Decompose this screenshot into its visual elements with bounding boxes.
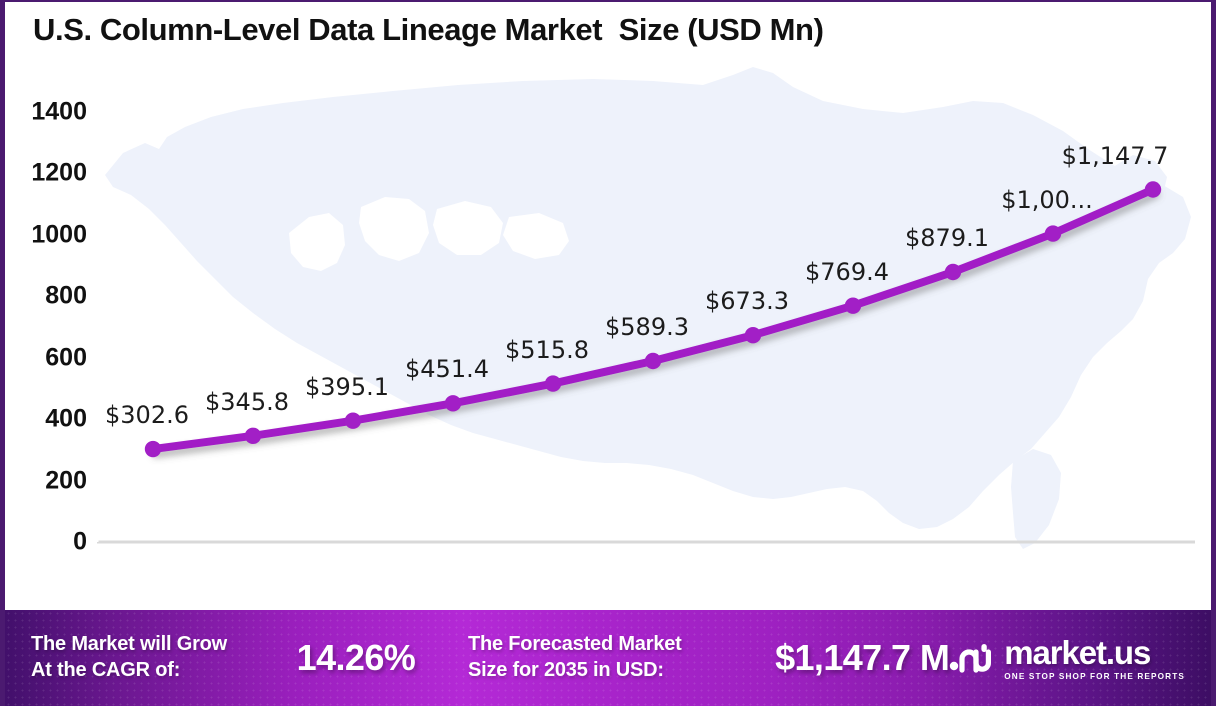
y-axis-tick-label: 200 [45,466,87,495]
forecast-market-size-value: $1,147.7 M [775,637,950,678]
series-marker [144,440,162,458]
cagr-caption-line2: At the CAGR of: [31,659,181,681]
data-point-label: $451.4 [405,355,489,384]
cagr-value: 14.26% [296,637,416,678]
chart-title: U.S. Column-Level Data Lineage Market Si… [33,12,824,47]
y-axis-tick-label: 800 [45,281,87,310]
y-axis-tick-label: 1200 [31,158,87,187]
data-point-label: $589.3 [605,313,689,341]
data-point-label: $879.1 [905,224,989,252]
y-axis-tick-label: 1000 [31,220,87,249]
brand-logo[interactable]: market.us ONE STOP SHOP FOR THE REPORTS [949,636,1185,681]
chart-series-layer [144,181,1162,458]
series-marker [244,427,262,444]
data-point-label: $395.1 [305,372,389,401]
series-marker [844,297,862,314]
forecast-caption-line2: Size for 2035 in USD: [467,659,664,681]
forecast-caption: The Forecasted Market Size for 2035 in U… [468,632,763,683]
data-point-label: $673.3 [705,287,789,316]
series-marker [544,375,562,392]
y-axis-tick-label: 0 [73,527,87,556]
series-marker [744,327,762,344]
cagr-caption: The Market will Grow At the CAGR of: [31,632,293,683]
data-point-label: $345.8 [205,387,289,416]
series-marker [644,352,662,370]
series-markers [144,181,1162,458]
brand-tagline: ONE STOP SHOP FOR THE REPORTS [1004,671,1185,681]
cagr-caption-line1: The Market will Grow [31,633,228,656]
market-us-logo-mark-icon [950,644,992,673]
data-point-label: $1,00... [1001,185,1093,214]
series-marker [944,263,962,281]
series-marker [444,395,462,412]
series-marker [1044,225,1062,242]
y-axis-tick-label: 600 [45,343,87,372]
data-point-label: $769.4 [805,257,889,286]
y-axis-tick-label: 1400 [31,97,87,126]
brand-text: market.us ONE STOP SHOP FOR THE REPORTS [1004,636,1185,681]
forecast-caption-line1: The Forecasted Market [467,633,682,656]
series-marker [344,412,362,429]
data-point-label: $515.8 [505,335,589,364]
chart-axis-layer [95,110,1195,544]
series-marker [1144,181,1162,198]
y-axis-tick-label: 400 [45,404,87,433]
brand-name: market.us [1004,633,1151,671]
data-point-label: $302.6 [105,401,189,430]
data-point-label: $1,147.7 [1061,141,1169,170]
footer-bar: The Market will Grow At the CAGR of: 14.… [5,610,1211,706]
